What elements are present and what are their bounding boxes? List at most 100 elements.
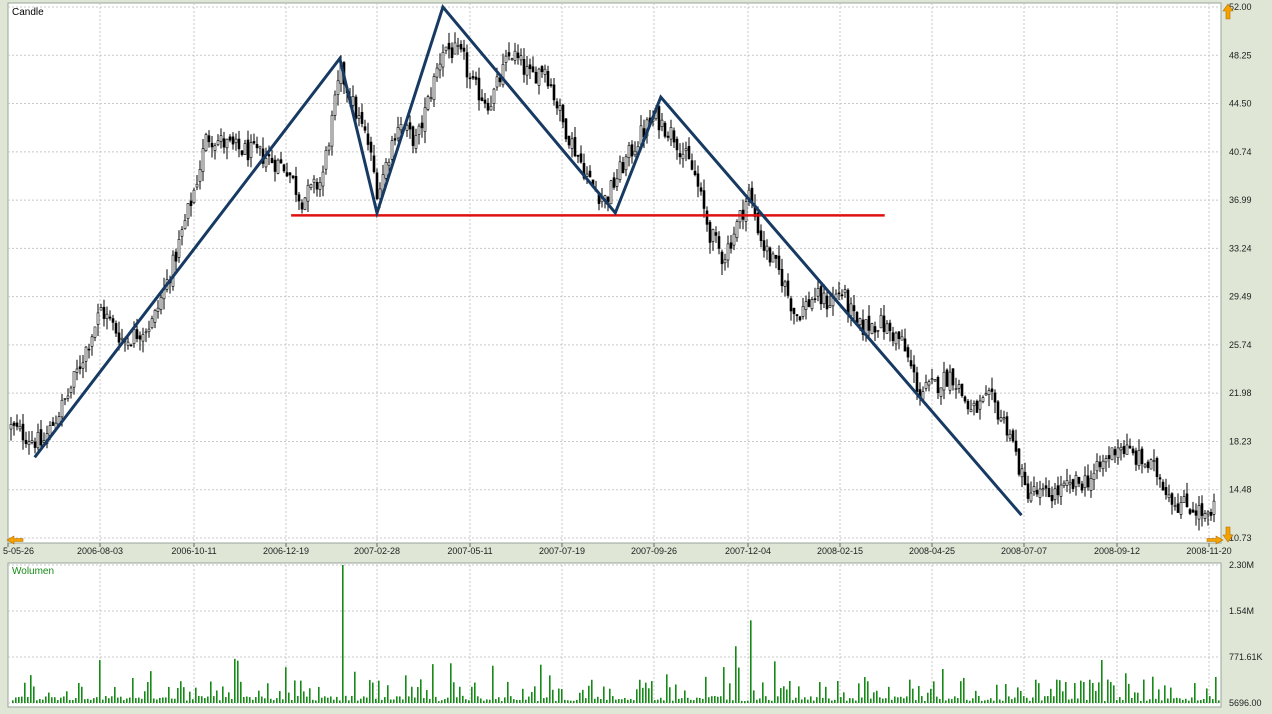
price-y-tick-label: 44.50 bbox=[1229, 99, 1252, 109]
candle bbox=[693, 170, 697, 176]
volume-bar bbox=[1131, 697, 1133, 703]
volume-y-tick-label: 771.61K bbox=[1229, 652, 1263, 662]
candle bbox=[1104, 458, 1108, 463]
candle bbox=[969, 409, 973, 412]
candle bbox=[750, 187, 754, 203]
candle bbox=[1023, 471, 1027, 486]
candle bbox=[333, 94, 337, 116]
candle bbox=[216, 140, 220, 146]
candle bbox=[660, 119, 664, 127]
volume-bar bbox=[666, 674, 668, 703]
volume-bar bbox=[555, 700, 557, 703]
candle bbox=[1188, 509, 1192, 514]
volume-bar bbox=[672, 700, 674, 703]
candle bbox=[438, 63, 442, 71]
volume-bar bbox=[480, 698, 482, 703]
volume-bar bbox=[492, 665, 494, 703]
candle bbox=[1143, 464, 1147, 468]
candle bbox=[414, 135, 418, 149]
candle bbox=[1014, 440, 1018, 452]
volume-bar bbox=[852, 698, 854, 703]
candle bbox=[690, 160, 694, 170]
volume-bar bbox=[537, 701, 539, 703]
volume-bar bbox=[888, 686, 890, 703]
volume-bar bbox=[780, 688, 782, 703]
volume-bar bbox=[906, 696, 908, 703]
volume-bar bbox=[687, 697, 689, 703]
volume-bar bbox=[1011, 699, 1013, 703]
candle bbox=[51, 421, 55, 426]
price-grid bbox=[8, 3, 1221, 542]
volume-bar bbox=[120, 696, 122, 703]
volume-bar bbox=[165, 697, 167, 703]
volume-bar bbox=[333, 699, 335, 703]
volume-bar bbox=[144, 691, 146, 703]
candle bbox=[435, 67, 439, 78]
candle bbox=[69, 387, 73, 393]
candle bbox=[816, 288, 820, 297]
volume-bar bbox=[117, 697, 119, 703]
volume-bar bbox=[21, 696, 23, 703]
candle bbox=[228, 136, 232, 141]
price-y-tick-label: 14.48 bbox=[1229, 485, 1252, 495]
candle bbox=[234, 138, 238, 144]
x-tick-label: 2008-02-15 bbox=[817, 546, 863, 556]
candle bbox=[240, 150, 244, 155]
candle bbox=[291, 175, 295, 179]
volume-bar bbox=[1104, 701, 1106, 703]
scroll-up-arrow-icon[interactable] bbox=[1222, 3, 1234, 20]
candle bbox=[1002, 417, 1006, 420]
volume-bar bbox=[501, 701, 503, 703]
volume-bar bbox=[1044, 696, 1046, 703]
volume-bar bbox=[1056, 679, 1058, 703]
candle bbox=[1200, 503, 1204, 516]
candle bbox=[231, 136, 235, 145]
volume-bar bbox=[99, 660, 101, 703]
volume-bar bbox=[915, 700, 917, 703]
volume-bar bbox=[900, 696, 902, 703]
scroll-down-arrow-icon[interactable] bbox=[1222, 526, 1234, 543]
candle bbox=[849, 303, 853, 317]
price-pane[interactable] bbox=[7, 2, 1222, 544]
volume-bar bbox=[1023, 696, 1025, 703]
volume-bar bbox=[357, 700, 359, 703]
candle bbox=[867, 315, 871, 331]
price-y-tick-label: 21.98 bbox=[1229, 388, 1252, 398]
candle bbox=[774, 254, 778, 259]
candle bbox=[765, 245, 769, 252]
scroll-left-arrow-icon[interactable] bbox=[6, 535, 24, 545]
volume-bar bbox=[126, 698, 128, 703]
volume-bar bbox=[933, 681, 935, 703]
volume-bar bbox=[855, 700, 857, 703]
candle bbox=[1155, 457, 1159, 478]
volume-bar bbox=[1014, 697, 1016, 703]
volume-bar bbox=[768, 699, 770, 703]
x-tick-label: 2008-11-20 bbox=[1186, 546, 1231, 556]
candle bbox=[561, 104, 565, 123]
volume-bar bbox=[828, 698, 830, 703]
volume-bar bbox=[831, 700, 833, 703]
x-tick-label: 2007-12-04 bbox=[725, 546, 771, 556]
candle bbox=[1089, 478, 1093, 491]
volume-bar bbox=[834, 699, 836, 703]
volume-bar bbox=[702, 698, 704, 703]
volume-bar bbox=[282, 699, 284, 703]
volume-bar bbox=[507, 681, 509, 703]
candle bbox=[399, 124, 403, 131]
price-x-axis: 5-05-26 2006-08-03 2006-10-11 2006-12-19 200… bbox=[3, 543, 1232, 556]
volume-bar bbox=[45, 696, 47, 703]
volume-bar bbox=[279, 691, 281, 703]
volume-bar bbox=[1134, 692, 1136, 703]
price-y-tick-label: 18.23 bbox=[1229, 436, 1252, 446]
candle bbox=[174, 251, 178, 262]
candle bbox=[63, 398, 67, 400]
volume-bar bbox=[954, 696, 956, 703]
volume-bar bbox=[621, 699, 623, 703]
candle bbox=[1056, 485, 1060, 496]
candle bbox=[705, 210, 709, 225]
volume-bar bbox=[81, 686, 83, 703]
volume-bar bbox=[825, 686, 827, 703]
scroll-right-arrow-icon[interactable] bbox=[1206, 535, 1224, 545]
volume-bar bbox=[957, 698, 959, 703]
candle bbox=[498, 77, 502, 83]
